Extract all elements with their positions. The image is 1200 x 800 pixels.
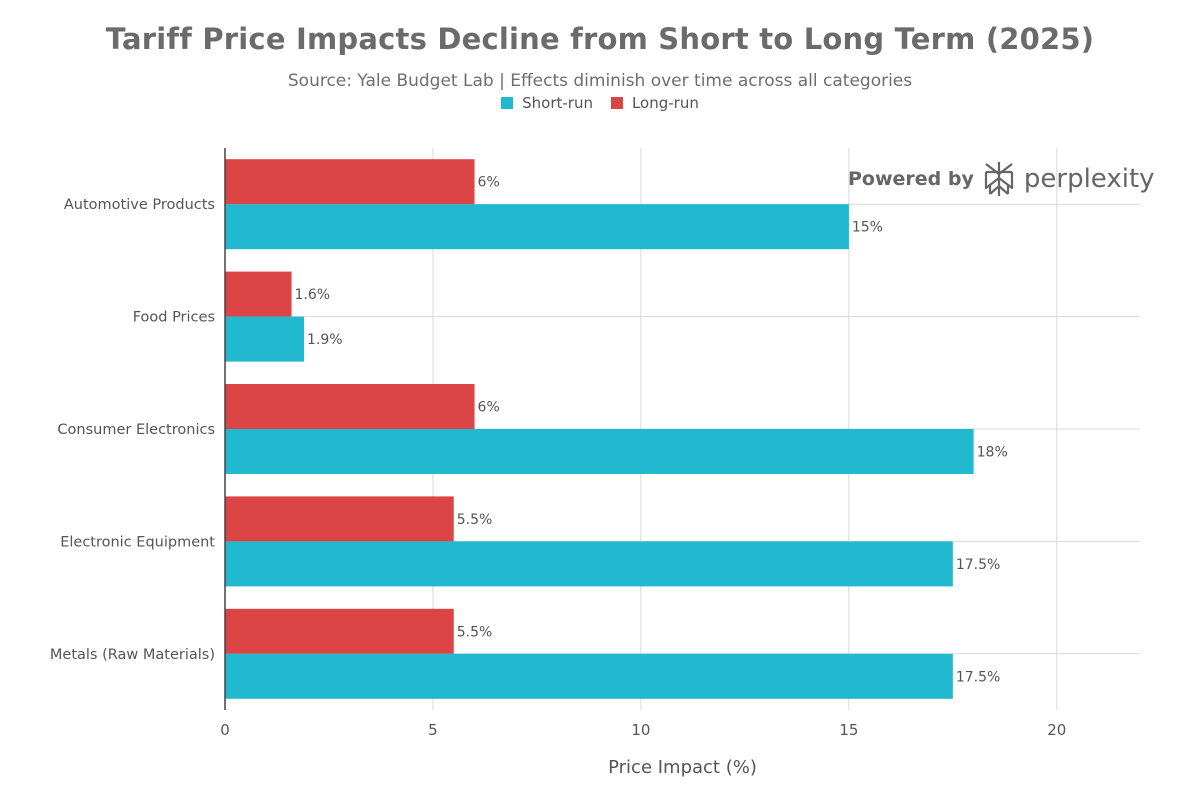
x-tick-label: 20 <box>1047 721 1066 739</box>
y-tick-label: Metals (Raw Materials) <box>50 647 215 663</box>
x-tick-label: 0 <box>220 721 230 739</box>
perplexity-logo-icon <box>984 162 1013 196</box>
legend-label-short-run: Short-run <box>522 94 593 112</box>
legend-swatch-short-run <box>501 97 514 109</box>
bar-short-run <box>225 653 953 699</box>
data-label-long-run: 6% <box>478 400 500 416</box>
chart-title: Tariff Price Impacts Decline from Short … <box>105 22 1095 56</box>
legend-label-long-run: Long-run <box>631 94 699 112</box>
legend-item-short-run[interactable]: Short-run <box>501 94 593 112</box>
data-label-short-run: 18% <box>977 445 1008 461</box>
y-tick-label: Automotive Products <box>64 197 215 213</box>
y-tick-label: Food Prices <box>133 310 215 326</box>
x-tick-label: 15 <box>839 721 858 739</box>
data-label-long-run: 5.5% <box>457 512 493 528</box>
data-label-short-run: 15% <box>852 220 883 236</box>
data-label-short-run: 1.9% <box>307 332 343 348</box>
legend-swatch-long-run <box>610 97 623 109</box>
data-label-short-run: 17.5% <box>956 669 1000 685</box>
bar-long-run <box>225 271 292 317</box>
data-label-short-run: 17.5% <box>956 557 1000 573</box>
bar-short-run <box>225 316 305 362</box>
bar-long-run <box>225 496 454 542</box>
legend: Short-run Long-run <box>0 94 1200 112</box>
x-axis-title: Price Impact (%) <box>608 757 757 778</box>
bar-short-run <box>225 204 849 250</box>
data-label-long-run: 1.6% <box>295 287 331 303</box>
bar-short-run <box>225 429 974 474</box>
x-tick-label: 5 <box>428 721 438 739</box>
legend-item-long-run[interactable]: Long-run <box>610 94 699 112</box>
watermark: Powered by perplexity <box>848 160 1155 198</box>
y-tick-label: Electronic Equipment <box>60 534 215 550</box>
bar-short-run <box>225 541 953 587</box>
bar-long-run <box>225 608 454 654</box>
data-label-long-run: 6% <box>478 175 500 191</box>
y-tick-label: Consumer Electronics <box>57 422 215 438</box>
bar-long-run <box>225 159 475 205</box>
bar-long-run <box>225 384 475 429</box>
watermark-brand-label: perplexity <box>1023 164 1155 194</box>
chart-subtitle: Source: Yale Budget Lab | Effects dimini… <box>287 71 913 91</box>
x-tick-label: 10 <box>631 721 650 739</box>
watermark-powered-label: Powered by <box>848 168 974 190</box>
data-label-long-run: 5.5% <box>457 624 493 640</box>
